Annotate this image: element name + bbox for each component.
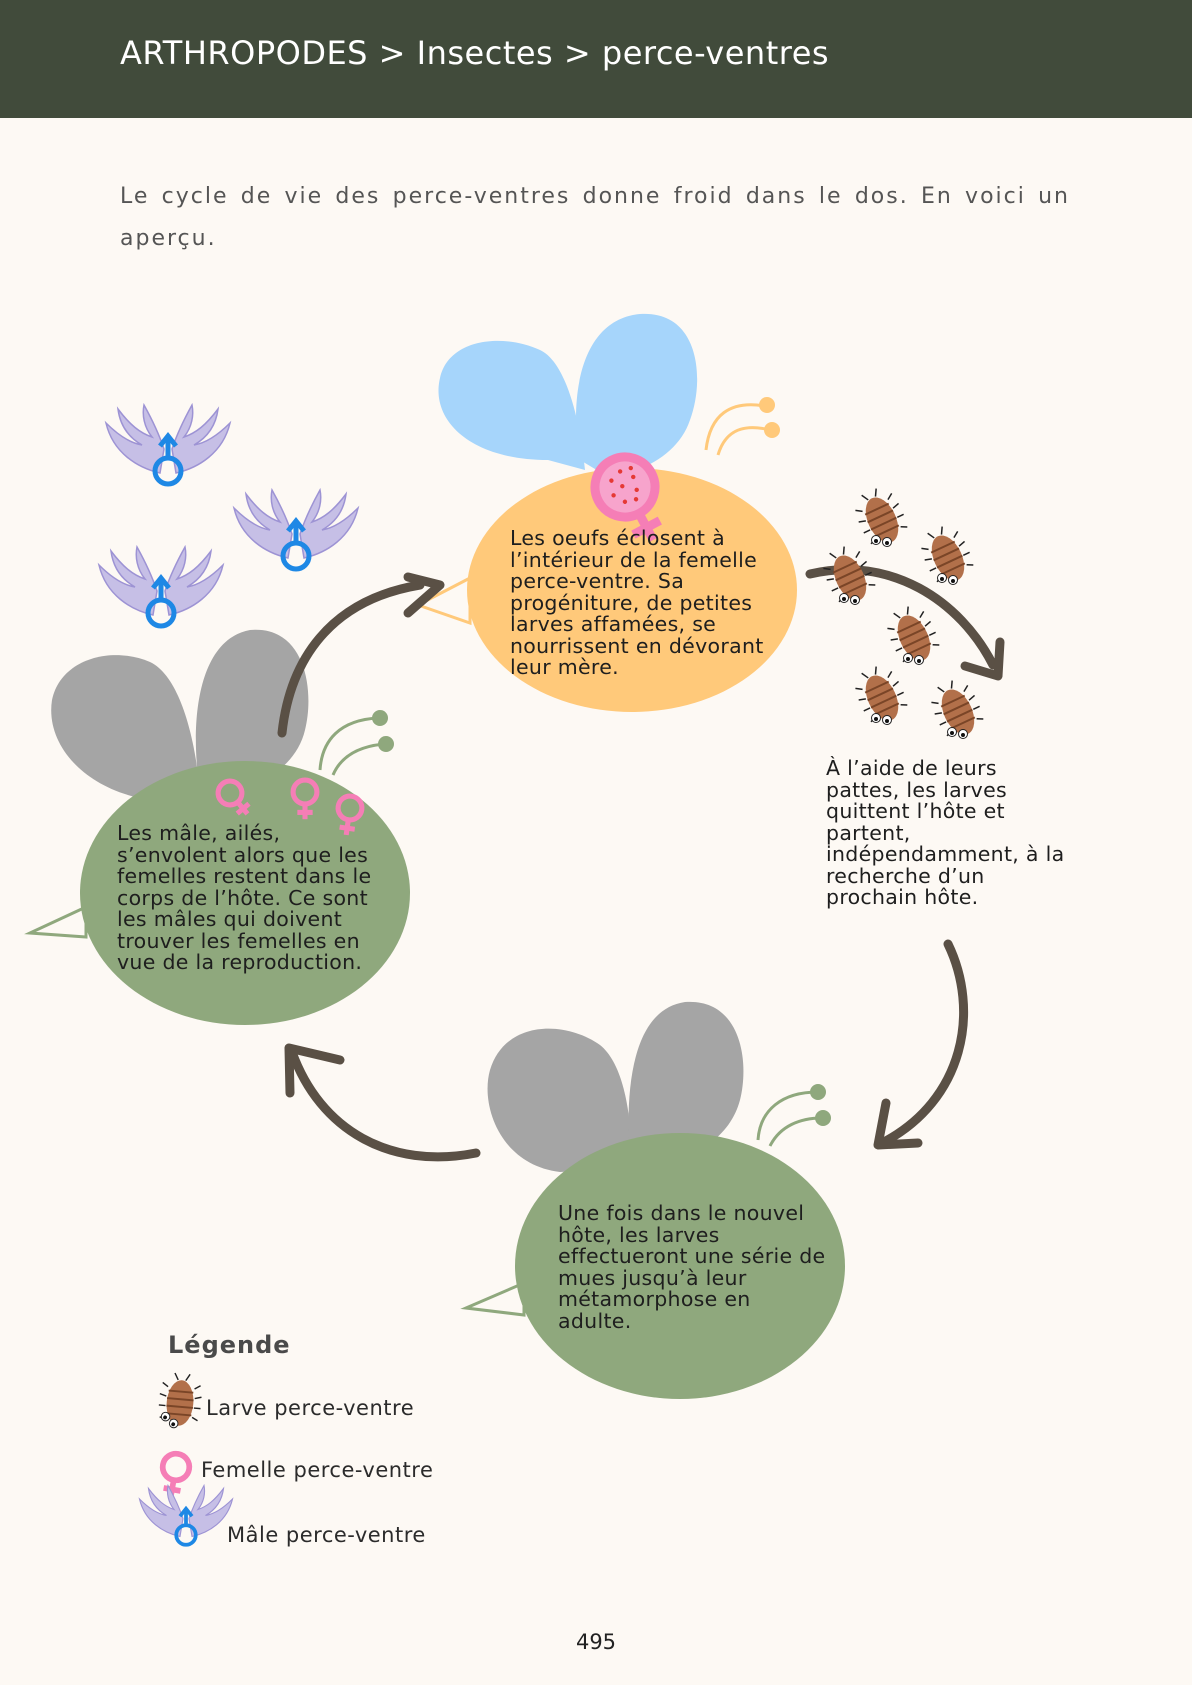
larva-icon [847, 659, 911, 727]
female-symbol-icon [158, 1452, 192, 1500]
winged-male-icon [137, 1483, 235, 1547]
larva-icon [923, 673, 987, 741]
step-envol-text: Les mâle, ailés, s’envolent alors que le… [117, 821, 372, 974]
legend-title: Légende [168, 1331, 291, 1359]
female-host-creature [414, 313, 797, 712]
legend-icons [137, 1355, 235, 1547]
legend-label-larva: Larve perce-ventre [206, 1396, 415, 1420]
winged-male-icon [234, 490, 358, 569]
intro-paragraph: Le cycle de vie des perce-ventres donne … [120, 184, 1070, 251]
page-header: ARTHROPODES > Insectes > perce-ventres [0, 0, 1192, 118]
larva-icon [913, 519, 977, 587]
new-host-creature [460, 1001, 845, 1399]
step-eclosion-text: Les oeufs éclosent à l’intérieur de la f… [510, 526, 764, 679]
egg-female-icon [590, 452, 662, 543]
larva-icon [879, 599, 943, 667]
arrow-depart-to-mue [877, 939, 969, 1148]
winged-male-icon [99, 547, 223, 626]
larvae-cluster [815, 481, 987, 741]
arrow-mue-to-envol [287, 1047, 481, 1162]
arrow-envol-to-eclosion [277, 580, 425, 738]
legend-label-female: Femelle perce-ventre [201, 1458, 434, 1482]
larva-icon [847, 481, 911, 549]
winged-male-creature [24, 629, 410, 1025]
step-mue-text: Une fois dans le nouvel hôte, les larves… [558, 1201, 826, 1333]
breadcrumb: ARTHROPODES > Insectes > perce-ventres [120, 34, 830, 72]
step-depart-text: À l’aide de leurs pattes, les larves qui… [826, 756, 1065, 909]
page-number: 495 [575, 1630, 617, 1654]
legend-label-male: Mâle perce-ventre [227, 1523, 426, 1547]
winged-male-icon [106, 405, 230, 484]
winged-males-group [99, 405, 358, 626]
